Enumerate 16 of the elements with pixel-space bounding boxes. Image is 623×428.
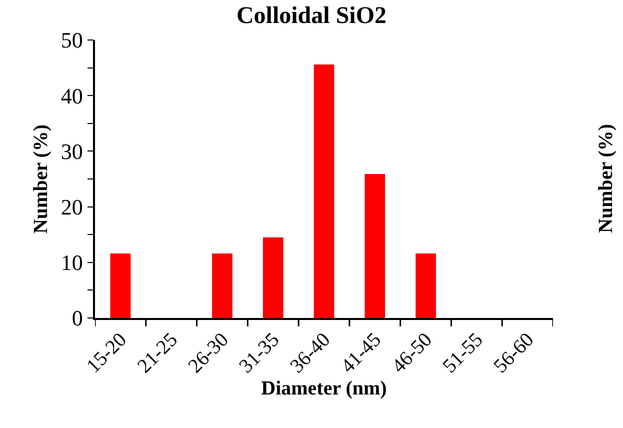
y-tick-label: 10 xyxy=(60,250,83,276)
chart-title: Colloidal SiO2 xyxy=(236,3,387,30)
text: Number (%) xyxy=(595,124,617,233)
y-tick-label: 20 xyxy=(60,194,83,220)
y-tick-label: 0 xyxy=(72,306,83,331)
bar xyxy=(314,64,334,318)
bar xyxy=(364,174,386,318)
y-axis-title: Number (%) xyxy=(30,124,52,234)
y-tick-label: 30 xyxy=(60,138,83,164)
y-tick-label: 40 xyxy=(60,83,83,108)
bar xyxy=(212,254,232,318)
bar xyxy=(262,237,284,318)
x-axis-title: Diameter (nm) xyxy=(261,377,387,400)
y-tick-label: 50 xyxy=(60,28,83,53)
bar xyxy=(416,254,436,318)
bar xyxy=(110,254,131,318)
